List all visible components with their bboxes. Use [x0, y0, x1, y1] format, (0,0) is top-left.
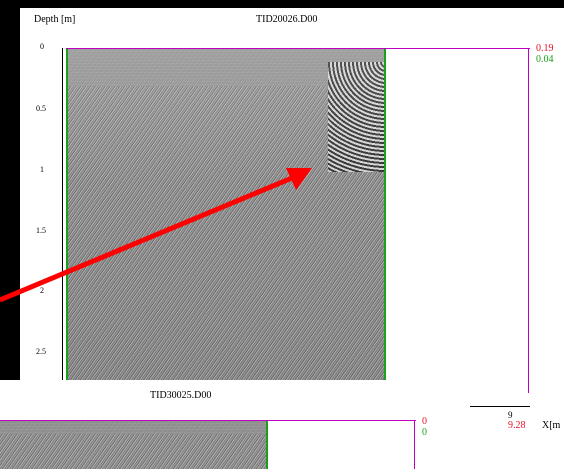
green-marker-bottom — [266, 420, 268, 469]
x-axis-line — [470, 406, 530, 407]
radargram-image — [66, 48, 386, 388]
arrow-shaft — [0, 175, 293, 303]
radargram-window-bottom: TID30025.D00 0 0 — [0, 380, 466, 469]
right-value-red-bottom: 0 — [422, 416, 427, 427]
depth-tick-label: 2 — [40, 286, 44, 295]
green-marker-right — [384, 48, 386, 388]
green-marker-left — [66, 48, 68, 388]
depth-tick-label: 0.5 — [36, 104, 46, 113]
right-value-red: 0.19 — [536, 43, 554, 54]
magenta-right-line — [528, 48, 529, 393]
file-name-title-bottom: TID30025.D00 — [150, 390, 212, 401]
depth-tick-label: 0 — [40, 42, 44, 51]
depth-axis-label: Depth [m] — [34, 14, 76, 25]
magenta-right-line-bottom — [414, 420, 415, 469]
magenta-top-line — [66, 48, 530, 49]
x-end-value: 9.28 — [508, 420, 526, 431]
file-name-title: TID20026.D00 — [256, 14, 318, 25]
x-tick-label: 9 — [508, 410, 513, 420]
right-value-green: 0.04 — [536, 54, 554, 65]
depth-tick-label: 2.5 — [36, 347, 46, 356]
arrow-head — [286, 168, 312, 190]
depth-tick-label: 1.5 — [36, 226, 46, 235]
x-axis-label: X[m — [542, 420, 561, 431]
depth-tick-label: 1 — [40, 165, 44, 174]
right-value-green-bottom: 0 — [422, 427, 427, 438]
magenta-top-line-bottom — [0, 420, 416, 421]
radargram-image-bottom — [0, 420, 268, 469]
hyperbola-reflection — [328, 62, 386, 172]
depth-axis-line — [62, 48, 63, 388]
